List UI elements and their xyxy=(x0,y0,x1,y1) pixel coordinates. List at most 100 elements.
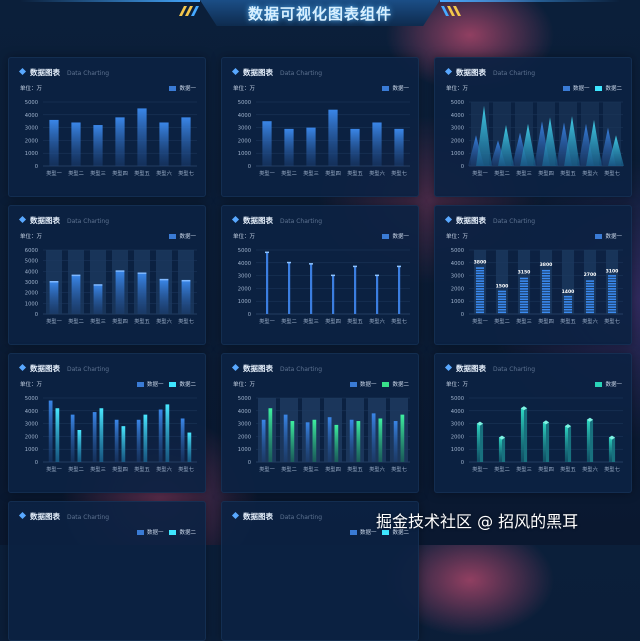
chart-legend: 数据一 xyxy=(589,232,622,240)
x-tick-label: 类型六 xyxy=(369,317,385,325)
x-tick-label: 类型六 xyxy=(156,169,172,177)
x-tick-label: 类型一 xyxy=(472,317,488,325)
bar xyxy=(115,117,125,166)
legend-swatch xyxy=(136,529,144,535)
bar-cap xyxy=(71,274,81,277)
y-tick-label: 4000 xyxy=(25,269,38,275)
x-tick-label: 类型一 xyxy=(46,465,62,473)
bar-segment xyxy=(541,295,551,298)
legend-label: 数据一 xyxy=(392,86,409,92)
bar-segment xyxy=(541,269,551,272)
bar-segment xyxy=(563,306,573,308)
chart-subtitle: Data Charting xyxy=(67,514,109,521)
chart-legend: 数据一 数据二 xyxy=(131,380,196,388)
bar-segment xyxy=(497,293,507,295)
bar-segment xyxy=(541,301,551,303)
bar-segment xyxy=(475,267,485,269)
chart-subtitle: Data Charting xyxy=(67,218,109,225)
y-tick-label: 2000 xyxy=(25,138,38,144)
x-tick-label: 类型一 xyxy=(472,169,488,177)
y-tick-label: 5000 xyxy=(451,248,464,254)
x-tick-label: 类型一 xyxy=(472,465,488,473)
data-label: 3800 xyxy=(474,259,487,265)
bar-segment xyxy=(607,290,617,293)
x-tick-label: 类型六 xyxy=(582,317,598,325)
bar-segment xyxy=(475,298,485,301)
x-tick-label: 类型五 xyxy=(347,465,363,473)
bar-segment xyxy=(585,303,595,306)
x-tick-label: 类型七 xyxy=(604,465,620,473)
x-tick-label: 类型五 xyxy=(560,169,576,177)
bar-segment xyxy=(541,311,551,314)
bar xyxy=(334,424,339,462)
chart-subtitle: Data Charting xyxy=(493,366,535,373)
chart-legend: 数据一 数据二 xyxy=(344,380,409,388)
bar xyxy=(328,109,338,166)
x-tick-label: 类型七 xyxy=(604,317,620,325)
y-tick-label: 4000 xyxy=(25,113,38,119)
x-tick-label: 类型五 xyxy=(134,169,150,177)
x-tick-label: 类型四 xyxy=(325,169,341,177)
y-tick-label: 4000 xyxy=(451,409,464,415)
bar-cap xyxy=(93,284,103,286)
legend-item: 数据一 xyxy=(382,233,409,240)
legend-swatch xyxy=(382,529,390,535)
bar xyxy=(371,413,376,462)
chart-plot: 5000 4000 3000 2000 1000 0 类型一 类型二 类型三 类型四 类型五 类型六类… xyxy=(451,396,623,473)
bar-face-left xyxy=(520,406,524,462)
bar-background xyxy=(280,398,298,462)
chart-card: 数据图表 Data Charting 单位：万 数据一 5000 4000 3000 2000… xyxy=(434,353,632,493)
bar-background xyxy=(539,250,553,314)
diamond-icon xyxy=(18,215,27,224)
bar xyxy=(137,108,147,166)
bar xyxy=(378,418,383,462)
bar xyxy=(99,408,104,462)
bar xyxy=(92,412,97,462)
chart-title: 数据图表 xyxy=(30,364,60,373)
bar-segment xyxy=(585,280,595,282)
bar-cap xyxy=(287,261,291,264)
x-tick-label: 类型六 xyxy=(369,465,385,473)
legend-label: 数据二 xyxy=(392,382,409,388)
bar-cap xyxy=(265,251,269,254)
chart-unit: 单位：万 xyxy=(446,382,469,388)
legend-label: 数据二 xyxy=(392,530,409,536)
bar-cap xyxy=(49,281,59,283)
bar xyxy=(283,414,288,462)
x-tick-label: 类型四 xyxy=(538,465,554,473)
bar-segment xyxy=(607,275,617,277)
chart-card: 数据图表 Data Charting 单位：万 数据一 数据二 5000 4000 3000 2… xyxy=(221,353,419,493)
x-tick-label: 类型五 xyxy=(347,169,363,177)
diamond-icon xyxy=(231,511,240,520)
x-tick-label: 类型六 xyxy=(156,317,172,325)
y-tick-label: 0 xyxy=(248,460,251,466)
bar-segment xyxy=(541,298,551,301)
data-label: 3100 xyxy=(606,268,619,274)
header-right-line xyxy=(440,0,620,2)
bar xyxy=(394,128,404,166)
bar xyxy=(71,275,81,314)
y-tick-label: 1000 xyxy=(238,447,251,453)
y-tick-label: 6000 xyxy=(25,248,38,254)
bar xyxy=(476,105,492,166)
bar xyxy=(49,282,59,314)
bar-segment xyxy=(563,301,573,303)
x-tick-label: 类型五 xyxy=(560,317,576,325)
bar-cap xyxy=(115,270,125,272)
bar xyxy=(350,128,360,166)
y-tick-label: 0 xyxy=(35,460,38,466)
bar-segment xyxy=(585,282,595,285)
legend-swatch xyxy=(136,381,144,387)
bar-segment xyxy=(541,280,551,282)
chart-unit: 单位：万 xyxy=(20,86,43,92)
bar-face-right xyxy=(502,435,506,462)
bar-segment xyxy=(497,290,507,293)
y-tick-label: 1000 xyxy=(451,447,464,453)
legend-item: 数据二 xyxy=(382,529,409,536)
chart-legend: 数据一 数据二 xyxy=(131,528,196,536)
bar-segment xyxy=(563,295,573,298)
bar-segment xyxy=(519,306,529,308)
y-tick-label: 1000 xyxy=(25,151,38,157)
chart-card: 数据图表 Data Charting 单位：万 数据一 数据二 5000 4000 3000 2… xyxy=(8,353,206,493)
legend-swatch xyxy=(349,381,357,387)
